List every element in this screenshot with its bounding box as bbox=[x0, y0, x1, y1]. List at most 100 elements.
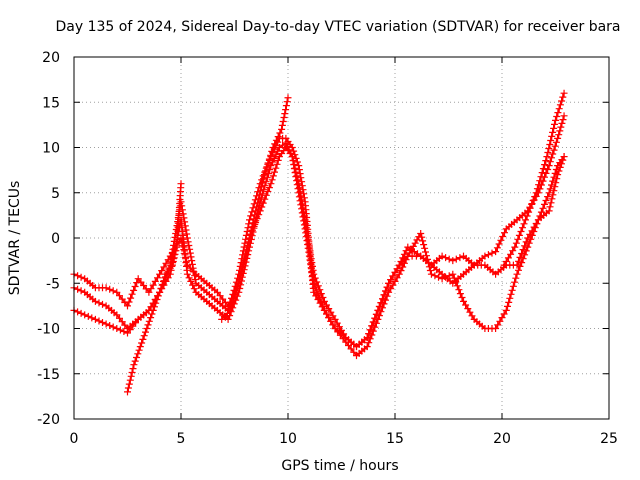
data-point-marker bbox=[518, 250, 526, 257]
data-point-marker bbox=[143, 325, 151, 332]
data-point-marker bbox=[269, 172, 277, 180]
data-point-marker bbox=[285, 146, 293, 154]
x-tick-label: 15 bbox=[386, 431, 404, 447]
data-point-marker bbox=[372, 319, 380, 327]
data-point-marker bbox=[554, 109, 562, 117]
data-point-marker bbox=[187, 277, 195, 285]
data-point-marker bbox=[558, 160, 565, 168]
data-point-marker bbox=[560, 153, 568, 161]
data-point-marker bbox=[519, 224, 526, 232]
data-point-marker bbox=[134, 350, 142, 358]
data-point-marker bbox=[271, 168, 278, 176]
data-point-marker bbox=[244, 239, 252, 247]
data-point-marker bbox=[397, 267, 405, 275]
data-point-marker bbox=[484, 251, 492, 259]
data-point-marker bbox=[517, 228, 525, 235]
data-point-marker bbox=[536, 177, 544, 185]
data-point-marker bbox=[99, 300, 106, 308]
data-point-marker bbox=[140, 332, 148, 340]
data-point-marker bbox=[74, 308, 82, 316]
data-point-marker bbox=[267, 180, 275, 188]
data-point-marker bbox=[464, 305, 472, 313]
data-point-marker bbox=[371, 314, 379, 322]
data-point-marker bbox=[102, 284, 110, 292]
data-point-marker bbox=[507, 250, 515, 258]
data-point-marker bbox=[325, 314, 333, 322]
data-point-marker bbox=[372, 310, 380, 318]
data-point-marker bbox=[246, 231, 254, 239]
data-point-marker bbox=[148, 310, 156, 318]
data-point-marker bbox=[298, 182, 306, 190]
data-point-marker bbox=[511, 278, 519, 286]
x-tick-label: 20 bbox=[493, 431, 511, 447]
data-point-marker bbox=[323, 301, 330, 309]
data-point-marker bbox=[325, 305, 333, 313]
data-point-marker bbox=[513, 270, 521, 278]
data-point-marker bbox=[519, 246, 527, 254]
data-point-marker bbox=[259, 179, 267, 187]
data-point-marker bbox=[449, 257, 457, 265]
data-point-marker bbox=[245, 220, 253, 228]
data-point-marker bbox=[462, 301, 470, 309]
data-point-marker bbox=[236, 275, 244, 283]
data-point-marker bbox=[158, 281, 166, 289]
data-point-marker bbox=[509, 282, 517, 290]
x-tick-label: 25 bbox=[600, 431, 618, 447]
data-point-marker bbox=[296, 170, 304, 178]
data-point-marker bbox=[546, 141, 554, 148]
data-point-marker bbox=[156, 270, 164, 278]
data-point-marker bbox=[95, 299, 103, 307]
data-point-marker bbox=[109, 323, 117, 331]
data-point-marker bbox=[261, 195, 269, 203]
data-point-marker bbox=[377, 308, 385, 316]
data-point-marker bbox=[237, 271, 245, 279]
data-point-marker bbox=[287, 149, 295, 157]
data-point-marker bbox=[241, 251, 249, 259]
data-point-marker bbox=[327, 308, 335, 316]
data-point-marker bbox=[460, 297, 467, 305]
data-point-marker bbox=[515, 231, 523, 239]
data-point-marker bbox=[179, 210, 187, 218]
data-point-marker bbox=[549, 128, 557, 136]
data-point-marker bbox=[548, 195, 556, 203]
data-point-marker bbox=[375, 312, 383, 320]
data-point-marker bbox=[456, 254, 464, 262]
data-point-marker bbox=[265, 155, 273, 163]
data-point-marker bbox=[541, 161, 549, 169]
x-tick-label: 5 bbox=[177, 431, 186, 447]
data-point-marker bbox=[130, 286, 138, 294]
data-point-marker bbox=[188, 257, 196, 265]
data-point-marker bbox=[368, 322, 376, 330]
data-point-marker bbox=[149, 281, 157, 289]
data-point-marker bbox=[524, 243, 532, 251]
x-tick-label: 0 bbox=[70, 431, 79, 447]
data-point-marker bbox=[391, 277, 399, 285]
data-point-marker bbox=[283, 98, 291, 106]
data-point-marker bbox=[549, 191, 557, 199]
data-point-marker bbox=[186, 245, 194, 253]
data-point-marker bbox=[522, 216, 529, 224]
data-point-marker bbox=[265, 184, 273, 192]
data-point-marker bbox=[279, 118, 287, 125]
data-point-marker bbox=[385, 288, 393, 296]
data-point-marker bbox=[499, 233, 507, 240]
data-point-marker bbox=[521, 242, 529, 250]
data-point-marker bbox=[545, 145, 553, 152]
data-point-marker bbox=[172, 247, 180, 255]
data-point-marker bbox=[257, 187, 265, 195]
data-point-marker bbox=[292, 173, 300, 181]
data-point-marker bbox=[157, 285, 165, 293]
data-point-marker bbox=[310, 288, 318, 296]
data-point-marker bbox=[387, 285, 395, 293]
data-point-marker bbox=[556, 101, 564, 109]
data-point-marker bbox=[152, 299, 160, 307]
data-point-marker bbox=[188, 260, 196, 268]
data-point-marker bbox=[371, 323, 379, 331]
data-point-marker bbox=[131, 283, 139, 290]
data-point-marker bbox=[542, 197, 550, 204]
data-point-marker bbox=[453, 282, 461, 290]
data-point-marker bbox=[455, 286, 463, 294]
data-point-marker bbox=[135, 346, 143, 354]
data-point-marker bbox=[293, 158, 301, 166]
